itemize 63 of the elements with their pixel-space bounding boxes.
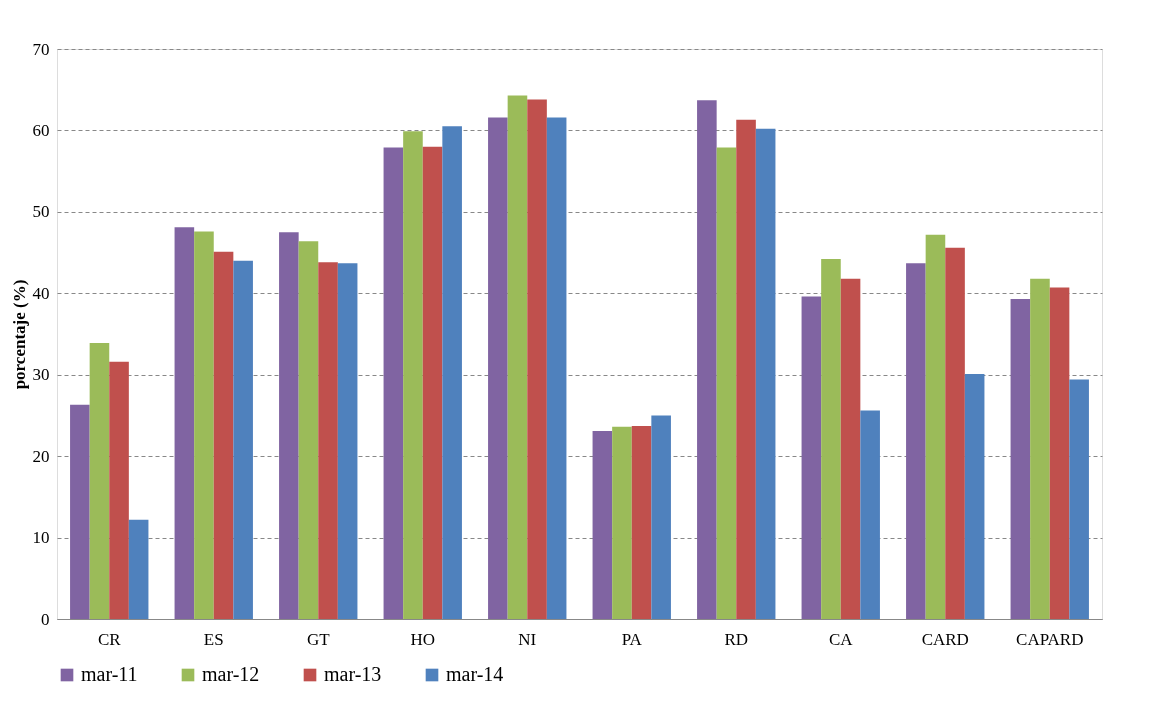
y-tick-label: 70	[32, 39, 50, 59]
y-tick-label: 50	[32, 202, 50, 222]
bar	[383, 147, 404, 619]
legend-label: mar-13	[324, 663, 382, 685]
bar	[612, 426, 632, 619]
x-tick-label: CA	[828, 629, 854, 649]
x-tick-label: PA	[621, 629, 643, 649]
y-tick-label: 0	[41, 609, 50, 629]
bar	[821, 259, 841, 619]
y-tick-label: 60	[32, 120, 50, 140]
bar	[1069, 379, 1089, 619]
bar	[89, 342, 110, 619]
x-tick-label: ES	[203, 629, 224, 649]
bar	[174, 227, 195, 619]
bar	[1030, 278, 1050, 619]
x-tick-label: HO	[410, 629, 436, 649]
bar	[128, 519, 149, 619]
bar	[736, 119, 756, 619]
bar	[945, 247, 965, 619]
bar	[631, 426, 652, 619]
bar	[860, 410, 880, 619]
bar	[298, 241, 319, 619]
bar	[527, 99, 547, 619]
bar	[1049, 287, 1070, 619]
bar	[1010, 298, 1031, 619]
bar	[592, 430, 613, 619]
y-tick-label: 10	[32, 528, 50, 548]
x-tick-label: NI	[518, 629, 537, 649]
bar	[755, 128, 776, 619]
y-axis-title: porcentaje (%)	[9, 279, 29, 390]
bar	[716, 147, 737, 619]
bar	[507, 95, 528, 619]
y-tick-label: 30	[32, 365, 50, 385]
x-tick-label: CAPARD	[1016, 629, 1084, 649]
legend-label: mar-14	[446, 663, 504, 685]
bar	[422, 146, 443, 619]
bar	[109, 361, 129, 619]
bar	[213, 251, 234, 619]
bar	[194, 231, 214, 619]
bar	[403, 131, 423, 619]
bar	[279, 232, 299, 619]
y-tick-label: 40	[32, 283, 50, 303]
bar	[442, 126, 462, 619]
bar	[488, 117, 508, 619]
x-tick-label: CR	[97, 629, 122, 649]
bar	[233, 260, 253, 619]
bar	[318, 262, 338, 619]
x-tick-label: GT	[306, 629, 331, 649]
legend-label: mar-12	[202, 663, 260, 685]
bar	[651, 415, 671, 619]
bar	[697, 100, 717, 619]
bar	[337, 263, 358, 619]
x-tick-label: CARD	[921, 629, 969, 649]
bar	[801, 296, 822, 619]
bar	[70, 404, 90, 619]
x-tick-label: RD	[724, 629, 749, 649]
bar	[840, 278, 861, 619]
bar	[906, 263, 926, 619]
legend-label: mar-11	[81, 663, 138, 685]
bar	[964, 373, 985, 619]
y-tick-label: 20	[32, 446, 50, 466]
bar	[925, 234, 946, 619]
bar	[546, 117, 567, 619]
